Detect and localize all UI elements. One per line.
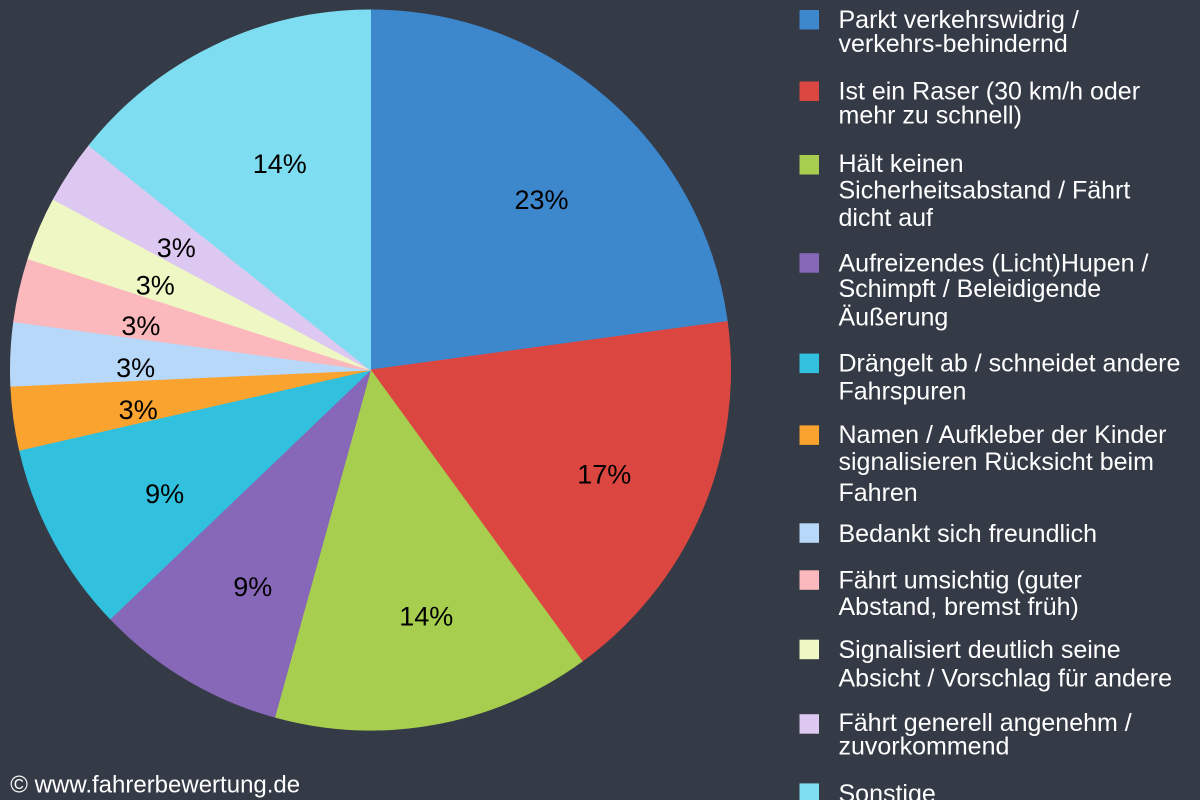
svg-text:3%: 3%: [136, 271, 175, 301]
svg-text:Sicherheitsabstand / Fährt: Sicherheitsabstand / Fährt: [839, 176, 1131, 204]
svg-text:dicht auf: dicht auf: [839, 204, 934, 232]
svg-text:Fährt umsichtig (guter: Fährt umsichtig (guter: [839, 567, 1082, 595]
svg-text:14%: 14%: [399, 601, 453, 631]
svg-text:Absicht / Vorschlag für andere: Absicht / Vorschlag für andere: [839, 664, 1173, 692]
svg-text:Aufreizendes (Licht)Hupen /: Aufreizendes (Licht)Hupen /: [839, 249, 1149, 277]
svg-text:Namen / Aufkleber der Kinder: Namen / Aufkleber der Kinder: [839, 421, 1167, 449]
svg-text:9%: 9%: [233, 572, 272, 602]
svg-text:3%: 3%: [121, 311, 160, 341]
svg-text:mehr zu schnell): mehr zu schnell): [839, 102, 1022, 130]
svg-text:23%: 23%: [514, 185, 568, 215]
svg-text:© www.fahrerbewertung.de: © www.fahrerbewertung.de: [10, 772, 300, 799]
svg-text:Sonstige: Sonstige: [839, 780, 936, 800]
svg-text:Fahrspuren: Fahrspuren: [839, 378, 967, 406]
svg-text:verkehrs-behindernd: verkehrs-behindernd: [839, 30, 1068, 58]
svg-text:17%: 17%: [577, 460, 631, 490]
svg-text:Hält keinen: Hält keinen: [839, 150, 964, 178]
svg-text:3%: 3%: [116, 353, 155, 383]
svg-text:Drängelt ab / schneidet andere: Drängelt ab / schneidet andere: [839, 350, 1181, 378]
svg-text:14%: 14%: [253, 149, 307, 179]
svg-text:Signalisiert deutlich seine: Signalisiert deutlich seine: [839, 636, 1121, 664]
svg-text:3%: 3%: [157, 233, 196, 263]
svg-text:Parkt verkehrswidrig /: Parkt verkehrswidrig /: [839, 6, 1079, 34]
svg-text:signalisieren Rücksicht beim: signalisieren Rücksicht beim: [839, 448, 1154, 476]
svg-text:Ist ein Raser (30 km/h oder: Ist ein Raser (30 km/h oder: [839, 78, 1141, 106]
svg-text:Schimpft / Beleidigende: Schimpft / Beleidigende: [839, 275, 1102, 303]
svg-text:Bedankt sich freundlich: Bedankt sich freundlich: [839, 520, 1097, 548]
svg-text:Äußerung: Äußerung: [839, 304, 949, 332]
svg-text:zuvorkommend: zuvorkommend: [839, 733, 1010, 761]
svg-text:Abstand, bremst früh): Abstand, bremst früh): [839, 593, 1079, 621]
svg-text:9%: 9%: [145, 479, 184, 509]
svg-text:3%: 3%: [119, 395, 158, 425]
svg-text:Fahren: Fahren: [839, 479, 918, 507]
svg-text:Fährt generell angenehm /: Fährt generell angenehm /: [839, 709, 1132, 737]
